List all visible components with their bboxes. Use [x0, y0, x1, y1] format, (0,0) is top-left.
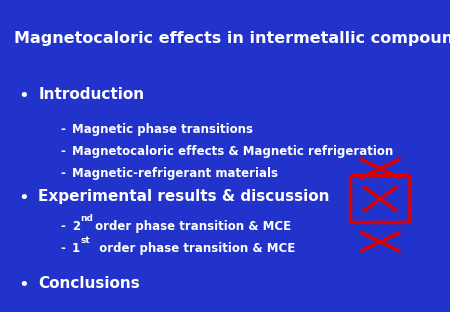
Text: •: •: [18, 276, 29, 294]
Text: 2: 2: [72, 220, 80, 233]
Text: Magnetic phase transitions: Magnetic phase transitions: [72, 123, 253, 136]
Text: Magnetic-refrigerant materials: Magnetic-refrigerant materials: [72, 167, 278, 180]
Text: -: -: [61, 220, 66, 233]
Text: order phase transition & MCE: order phase transition & MCE: [91, 242, 295, 255]
Text: -: -: [61, 145, 66, 158]
Text: Magnetocaloric effects in intermetallic compounds: Magnetocaloric effects in intermetallic …: [14, 31, 450, 46]
Text: •: •: [18, 87, 29, 105]
Text: order phase transition & MCE: order phase transition & MCE: [91, 220, 291, 233]
Text: 1: 1: [72, 242, 80, 255]
Text: -: -: [61, 123, 66, 136]
Text: -: -: [61, 242, 66, 255]
Text: Introduction: Introduction: [38, 87, 144, 102]
Text: Conclusions: Conclusions: [38, 276, 140, 291]
Text: Magnetocaloric effects & Magnetic refrigeration: Magnetocaloric effects & Magnetic refrig…: [72, 145, 393, 158]
Text: st: st: [80, 236, 90, 245]
Text: Experimental results & discussion: Experimental results & discussion: [38, 189, 330, 204]
Text: -: -: [61, 167, 66, 180]
Text: •: •: [18, 189, 29, 207]
Text: nd: nd: [80, 214, 93, 223]
